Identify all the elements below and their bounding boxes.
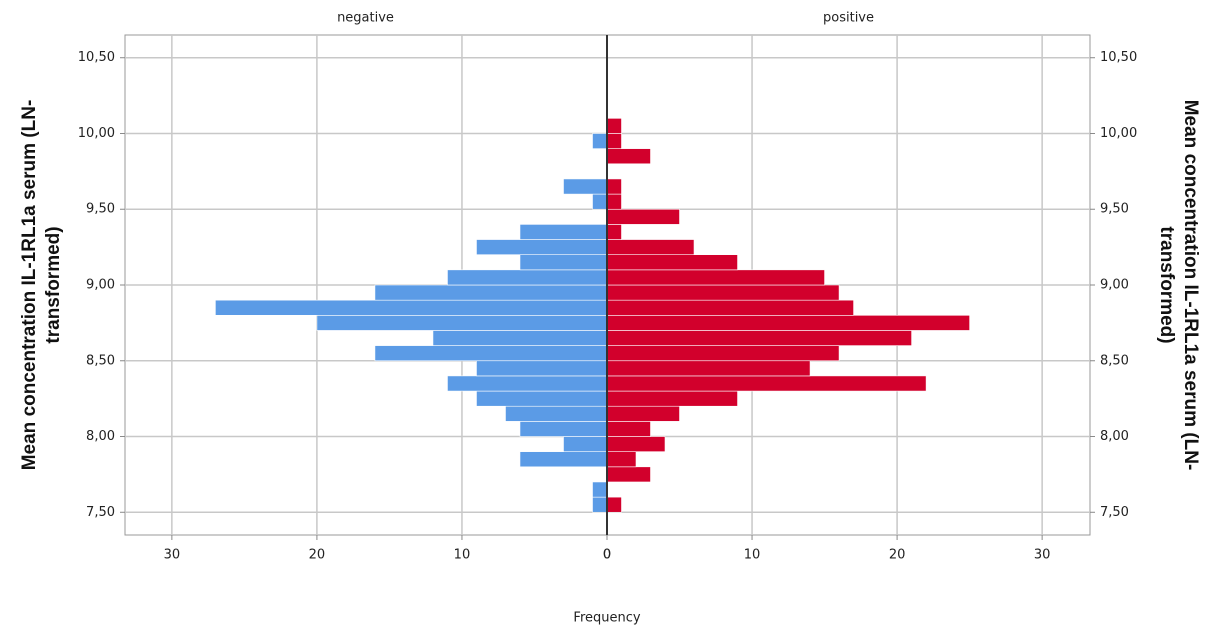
y-axis-label: transformed) — [43, 226, 64, 343]
bar — [606, 496, 622, 513]
bar — [606, 315, 970, 331]
bar — [592, 133, 608, 149]
x-axis-label: Frequency — [573, 611, 640, 626]
y-tick-label: 9,00 — [86, 278, 115, 293]
y-tick-label: 10,00 — [78, 126, 115, 141]
bar — [476, 360, 608, 377]
bar — [519, 421, 608, 437]
bar — [432, 330, 608, 346]
bar — [606, 375, 927, 392]
x-tick-label: 0 — [603, 548, 611, 563]
y-tick-label: 7,50 — [86, 505, 115, 520]
bar — [606, 133, 622, 149]
y-tick-label: 9,50 — [86, 202, 115, 217]
panel-title: negative — [337, 11, 394, 26]
y-tick-label: 10,50 — [78, 50, 115, 65]
bar — [563, 178, 608, 195]
bar — [447, 375, 608, 392]
y-tick-label: 8,50 — [1100, 353, 1129, 368]
y-tick-label: 7,50 — [1100, 505, 1129, 520]
bar — [592, 481, 608, 498]
bar — [447, 269, 608, 286]
bar — [606, 284, 840, 301]
bar — [606, 360, 811, 377]
bar — [592, 193, 608, 210]
y-axis-label: Mean concentration IL-1RL1a serum (LN- — [19, 100, 40, 471]
bar — [476, 239, 608, 255]
bar — [606, 178, 622, 195]
bar — [606, 330, 912, 346]
bar — [374, 345, 608, 362]
y-tick-label: 8,00 — [1100, 429, 1129, 444]
bar — [606, 421, 651, 437]
bar — [563, 436, 608, 452]
bar — [592, 496, 608, 513]
bar — [606, 118, 622, 134]
x-tick-label: 30 — [1034, 548, 1051, 563]
bar — [215, 299, 608, 316]
bar — [505, 405, 608, 422]
bar — [519, 254, 608, 271]
y-axis-label: Mean concentration IL-1RL1a serum (LN- — [1180, 100, 1201, 471]
bar — [606, 208, 680, 225]
bar — [606, 466, 651, 483]
panel-title: positive — [823, 11, 874, 26]
y-tick-label: 10,00 — [1100, 126, 1137, 141]
y-tick-label: 8,00 — [86, 429, 115, 444]
bar — [606, 405, 680, 422]
x-tick-label: 20 — [889, 548, 906, 563]
y-tick-label: 9,50 — [1100, 202, 1129, 217]
bar — [374, 284, 608, 301]
y-tick-label: 9,00 — [1100, 278, 1129, 293]
bar — [606, 390, 738, 407]
bar — [519, 451, 608, 468]
x-tick-label: 10 — [744, 548, 761, 563]
bar — [476, 390, 608, 407]
bar — [606, 254, 738, 271]
bar — [606, 148, 651, 165]
x-tick-label: 10 — [454, 548, 471, 563]
y-axis-label: transformed) — [1156, 226, 1177, 343]
y-tick-label: 8,50 — [86, 353, 115, 368]
bar — [606, 299, 854, 316]
x-tick-label: 30 — [164, 548, 181, 563]
bar — [606, 345, 840, 362]
bar — [606, 239, 695, 255]
bar — [606, 436, 666, 452]
bar — [606, 269, 825, 286]
x-tick-label: 20 — [309, 548, 326, 563]
bar — [606, 193, 622, 210]
y-tick-label: 10,50 — [1100, 50, 1137, 65]
bar — [606, 224, 622, 240]
x-tick-label: 0 — [603, 548, 611, 563]
bar — [606, 451, 637, 468]
bar — [316, 315, 608, 331]
bar — [519, 224, 608, 240]
